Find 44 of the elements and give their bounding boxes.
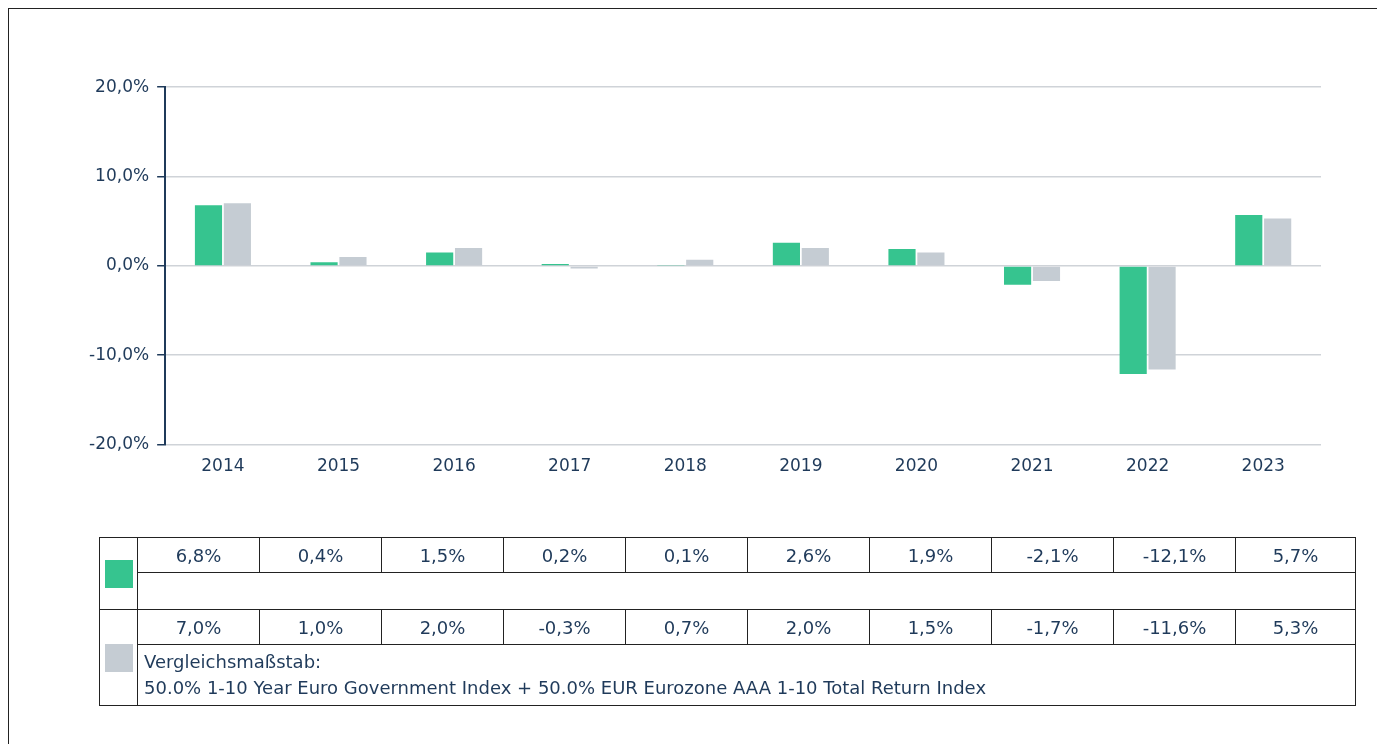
x-tick-label: 2020 <box>894 455 939 476</box>
bar <box>772 242 800 266</box>
x-tick-label: 2015 <box>316 455 361 476</box>
bar <box>194 205 223 266</box>
data-label: 2,6% <box>747 537 870 573</box>
data-label: 1,5% <box>869 609 992 645</box>
y-tick-label: -10,0% <box>89 343 150 364</box>
data-label: 6,8% <box>137 537 260 573</box>
x-tick-label: 2023 <box>1241 455 1285 476</box>
data-label: -12,1% <box>1113 537 1236 573</box>
data-label: 5,7% <box>1235 537 1356 573</box>
x-tick-label: 2021 <box>1010 455 1054 476</box>
x-tick-label: 2022 <box>1125 455 1170 476</box>
data-label: 0,4% <box>259 537 382 573</box>
x-tick-label: 2016 <box>432 455 476 476</box>
bar <box>426 252 454 266</box>
data-label: 0,7% <box>625 609 748 645</box>
data-label: 1,5% <box>381 537 504 573</box>
data-label: -11,6% <box>1113 609 1236 645</box>
data-label: 0,1% <box>625 537 748 573</box>
bar <box>1119 266 1147 375</box>
data-label: -2,1% <box>991 537 1114 573</box>
data-label: 5,3% <box>1235 609 1356 645</box>
x-tick-label: 2019 <box>779 455 823 476</box>
bar <box>888 248 916 266</box>
legend-label: Vergleichsmaßstab: 50.0% 1-10 Year Euro Government Index + 50.0% EUR Eurozone AAA 1-10 Total Return Index <box>137 644 1356 706</box>
bar <box>1235 214 1263 266</box>
bar <box>1004 266 1032 285</box>
y-tick-label: 10,0% <box>95 164 150 185</box>
data-label: 7,0% <box>137 609 260 645</box>
data-label: 0,2% <box>503 537 626 573</box>
y-tick-label: -20,0% <box>89 433 150 454</box>
data-label: -0,3% <box>503 609 626 645</box>
data-label: 1,0% <box>259 609 382 645</box>
data-label: 2,0% <box>381 609 504 645</box>
data-label: 2,0% <box>747 609 870 645</box>
data-label: -1,7% <box>991 609 1114 645</box>
x-tick-label: 2018 <box>663 455 707 476</box>
x-tick-label: 2017 <box>548 455 592 476</box>
data-label: 1,9% <box>869 537 992 573</box>
x-tick-label: 2014 <box>201 455 245 476</box>
bar <box>310 262 338 266</box>
y-tick-label: 0,0% <box>105 254 150 275</box>
y-tick-label: 20,0% <box>95 75 150 96</box>
